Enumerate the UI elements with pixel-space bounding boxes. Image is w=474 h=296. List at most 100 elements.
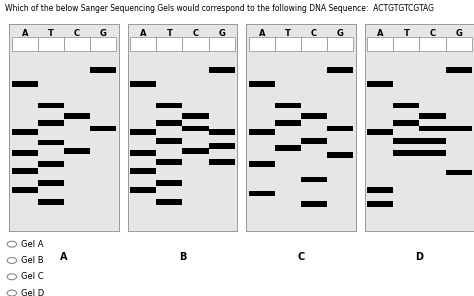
Text: T: T <box>403 28 410 38</box>
Bar <box>419 37 446 51</box>
Bar <box>130 37 156 51</box>
Bar <box>12 129 38 135</box>
Bar <box>327 67 353 73</box>
Bar <box>12 81 38 87</box>
Text: B: B <box>179 252 186 262</box>
Bar <box>419 113 446 119</box>
Text: Which of the below Sanger Sequencing Gels would correspond to the following DNA : Which of the below Sanger Sequencing Gel… <box>5 4 434 13</box>
Bar <box>327 37 353 51</box>
Bar <box>446 170 472 175</box>
Text: Gel D: Gel D <box>21 289 45 296</box>
Text: C: C <box>297 252 305 262</box>
Bar <box>209 143 235 149</box>
Bar <box>90 126 116 131</box>
Text: T: T <box>285 28 291 38</box>
Bar <box>64 113 90 119</box>
Bar <box>249 161 275 167</box>
Text: G: G <box>337 28 344 38</box>
Bar <box>38 140 64 145</box>
Bar <box>130 187 156 193</box>
Bar <box>419 138 446 144</box>
Bar <box>156 180 182 186</box>
Bar <box>393 37 419 51</box>
Bar <box>38 200 64 205</box>
Bar <box>367 129 393 135</box>
Bar <box>156 37 182 51</box>
Bar <box>275 120 301 126</box>
Text: A: A <box>140 28 146 38</box>
Bar <box>130 150 156 156</box>
Bar <box>90 37 116 51</box>
Bar <box>156 159 182 165</box>
Text: Gel B: Gel B <box>21 256 44 265</box>
Bar <box>64 148 90 154</box>
Text: D: D <box>416 252 423 262</box>
Bar <box>393 138 419 144</box>
Text: G: G <box>456 28 462 38</box>
Bar <box>393 120 419 126</box>
Bar <box>38 120 64 126</box>
Bar <box>446 67 472 73</box>
Bar <box>38 161 64 167</box>
Bar <box>156 120 182 126</box>
Bar <box>249 129 275 135</box>
Bar <box>301 177 327 182</box>
Bar <box>301 113 327 119</box>
Bar <box>301 138 327 144</box>
Bar <box>38 37 64 51</box>
Bar <box>367 187 393 193</box>
Text: T: T <box>48 28 54 38</box>
Bar <box>38 180 64 186</box>
Bar <box>327 126 353 131</box>
Bar <box>327 152 353 158</box>
Bar <box>446 126 472 131</box>
Bar <box>446 37 472 51</box>
Bar <box>419 126 446 131</box>
Bar <box>182 126 209 131</box>
Text: C: C <box>429 28 436 38</box>
Bar <box>12 187 38 193</box>
Bar <box>393 150 419 156</box>
Bar <box>249 37 275 51</box>
Bar <box>367 37 393 51</box>
Bar <box>38 103 64 108</box>
Bar <box>90 67 116 73</box>
Bar <box>301 201 327 207</box>
Bar <box>209 129 235 135</box>
Bar <box>130 168 156 173</box>
Bar <box>301 37 327 51</box>
Bar <box>182 148 209 154</box>
Text: C: C <box>192 28 199 38</box>
Bar <box>64 37 90 51</box>
Bar <box>182 113 209 119</box>
Bar <box>275 37 301 51</box>
Text: Gel A: Gel A <box>21 240 44 249</box>
Bar <box>156 103 182 108</box>
Text: G: G <box>100 28 107 38</box>
Bar <box>156 138 182 144</box>
Bar <box>393 103 419 108</box>
Bar <box>12 168 38 173</box>
Bar <box>130 81 156 87</box>
Text: T: T <box>166 28 173 38</box>
Bar <box>12 37 38 51</box>
Text: C: C <box>311 28 317 38</box>
Bar <box>209 37 235 51</box>
Bar <box>249 81 275 87</box>
Bar <box>182 37 209 51</box>
Bar <box>275 145 301 151</box>
Text: A: A <box>60 252 68 262</box>
Bar <box>130 129 156 135</box>
Bar <box>419 150 446 156</box>
Bar <box>275 103 301 108</box>
Bar <box>209 67 235 73</box>
Text: C: C <box>74 28 80 38</box>
Text: A: A <box>377 28 383 38</box>
Bar <box>12 150 38 156</box>
Bar <box>249 191 275 197</box>
Bar <box>367 201 393 207</box>
Bar <box>209 159 235 165</box>
Text: G: G <box>219 28 225 38</box>
Text: Gel C: Gel C <box>21 272 44 281</box>
Bar <box>156 200 182 205</box>
